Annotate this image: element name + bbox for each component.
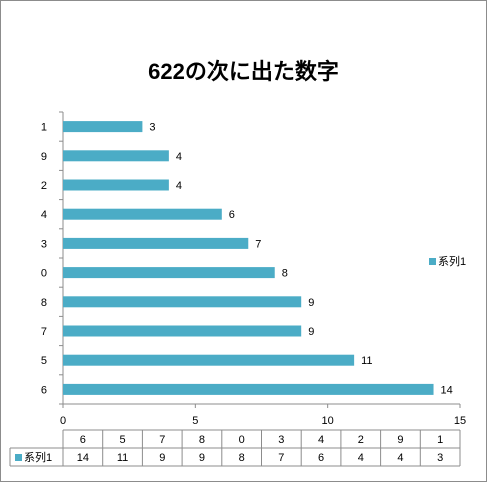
y-tick-label: 5 bbox=[41, 355, 47, 367]
y-tick-label: 8 bbox=[41, 297, 47, 309]
bar bbox=[63, 296, 302, 308]
table-value-cell: 4 bbox=[397, 452, 403, 464]
table-value-cell: 9 bbox=[159, 452, 165, 464]
data-label: 6 bbox=[229, 209, 235, 221]
x-tick-label: 0 bbox=[60, 415, 66, 427]
chart-title: 622の次に出た数字 bbox=[148, 59, 339, 84]
y-tick-label: 6 bbox=[41, 384, 47, 396]
table-value-cell: 4 bbox=[358, 452, 364, 464]
data-label: 9 bbox=[308, 326, 314, 338]
bar bbox=[63, 325, 302, 337]
table-header-cell: 6 bbox=[80, 434, 86, 446]
legend-swatch bbox=[429, 258, 436, 265]
data-label: 11 bbox=[361, 355, 372, 367]
table-value-cell: 9 bbox=[199, 452, 205, 464]
table-value-cell: 7 bbox=[278, 452, 284, 464]
table-header-cell: 0 bbox=[239, 434, 245, 446]
x-tick-label: 10 bbox=[322, 415, 334, 427]
table-value-cell: 11 bbox=[117, 452, 128, 464]
table-header-cell: 5 bbox=[119, 434, 125, 446]
table-series-label: 系列1 bbox=[24, 450, 52, 464]
table-header-cell: 3 bbox=[278, 434, 284, 446]
data-label: 9 bbox=[308, 297, 314, 309]
data-label: 8 bbox=[282, 268, 288, 280]
table-header-cell: 1 bbox=[437, 434, 443, 446]
legend-label: 系列1 bbox=[438, 254, 466, 268]
table-value-cell: 14 bbox=[77, 452, 89, 464]
table-header-cell: 2 bbox=[358, 434, 364, 446]
bar bbox=[63, 237, 249, 249]
data-label: 14 bbox=[441, 384, 453, 396]
y-tick-label: 4 bbox=[41, 209, 47, 221]
table-value-cell: 6 bbox=[318, 452, 324, 464]
data-label: 4 bbox=[176, 151, 182, 163]
bar bbox=[63, 208, 222, 220]
bar bbox=[63, 383, 434, 395]
y-tick-label: 9 bbox=[41, 151, 47, 163]
bar bbox=[63, 179, 169, 191]
bar bbox=[63, 267, 275, 279]
bar bbox=[63, 354, 355, 366]
y-tick-label: 3 bbox=[41, 238, 47, 250]
table-legend-swatch bbox=[15, 454, 22, 461]
data-label: 3 bbox=[149, 122, 155, 134]
bar bbox=[63, 150, 169, 162]
y-tick-label: 2 bbox=[41, 180, 47, 192]
bar bbox=[63, 121, 143, 133]
table-value-cell: 3 bbox=[437, 452, 443, 464]
table-header-cell: 9 bbox=[397, 434, 403, 446]
table-header-cell: 4 bbox=[318, 434, 324, 446]
y-tick-label: 0 bbox=[41, 268, 47, 280]
x-tick-label: 15 bbox=[454, 415, 466, 427]
table-header-cell: 7 bbox=[159, 434, 165, 446]
data-label: 7 bbox=[255, 238, 261, 250]
table-value-cell: 8 bbox=[239, 452, 245, 464]
data-label: 4 bbox=[176, 180, 182, 192]
y-tick-label: 7 bbox=[41, 326, 47, 338]
table-header-cell: 8 bbox=[199, 434, 205, 446]
y-tick-label: 1 bbox=[41, 122, 47, 134]
x-tick-label: 5 bbox=[192, 415, 198, 427]
